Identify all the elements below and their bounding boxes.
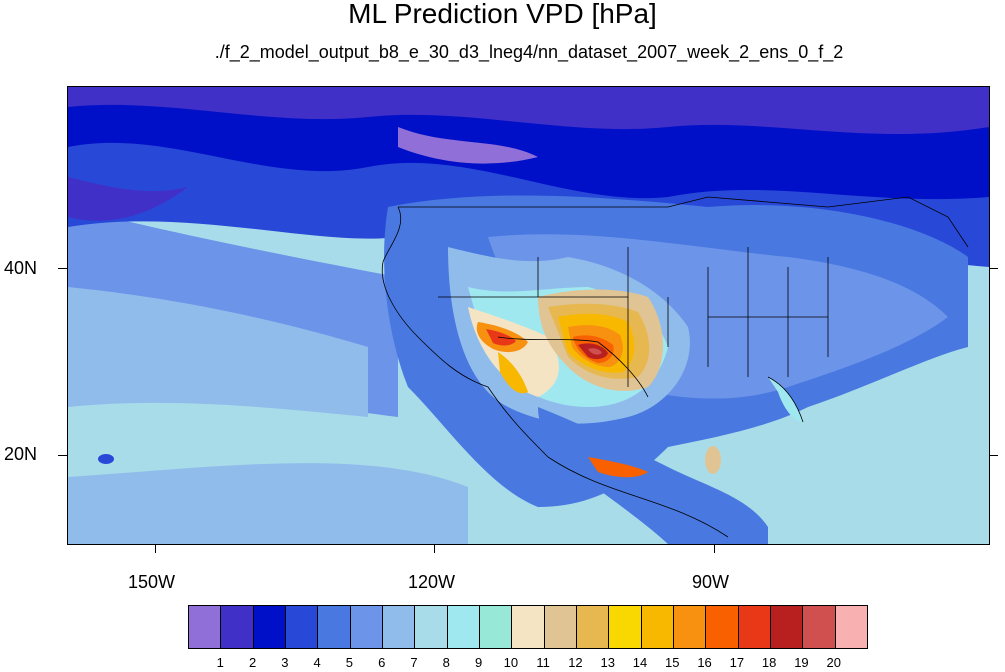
colorbar-label: 11 — [536, 655, 550, 670]
colorbar-label: 4 — [314, 655, 321, 670]
lon-tick-150w — [155, 544, 156, 553]
lat-label-40n: 40N — [4, 258, 37, 279]
colorbar-label: 1 — [217, 655, 224, 670]
colorbar-label: 12 — [568, 655, 582, 670]
colorbar-box — [674, 606, 706, 648]
colorbar-label: 6 — [378, 655, 385, 670]
lon-tick-90w — [714, 544, 715, 553]
colorbar-box — [318, 606, 350, 648]
colorbar-label: 14 — [633, 655, 647, 670]
colorbar-label: 16 — [697, 655, 711, 670]
vpd-contour-map — [68, 87, 989, 544]
colorbar-box — [545, 606, 577, 648]
map-subtitle: ./f_2_model_output_b8_e_30_d3_lneg4/nn_d… — [0, 42, 1005, 63]
map-panel — [67, 86, 990, 545]
colorbar-label: 17 — [730, 655, 744, 670]
colorbar-label: 20 — [826, 655, 840, 670]
colorbar — [188, 605, 868, 649]
colorbar-box — [448, 606, 480, 648]
lon-label-90w: 90W — [692, 572, 729, 593]
colorbar-box — [351, 606, 383, 648]
colorbar-box — [415, 606, 447, 648]
lon-tick-120w — [434, 544, 435, 553]
colorbar-label: 7 — [410, 655, 417, 670]
colorbar-label: 3 — [281, 655, 288, 670]
colorbar-label: 15 — [665, 655, 679, 670]
colorbar-box — [836, 606, 867, 648]
lat-tick-40n-left — [58, 268, 67, 269]
colorbar-label: 8 — [443, 655, 450, 670]
colorbar-box — [254, 606, 286, 648]
lat-tick-20n-right — [989, 455, 998, 456]
colorbar-label: 19 — [794, 655, 808, 670]
lat-label-20n: 20N — [4, 444, 37, 465]
colorbar-box — [286, 606, 318, 648]
colorbar-label: 9 — [475, 655, 482, 670]
colorbar-box — [609, 606, 641, 648]
colorbar-box — [221, 606, 253, 648]
colorbar-label: 10 — [504, 655, 518, 670]
colorbar-labels: 1 2 3 4 5 6 7 8 9 10 11 12 13 14 15 16 17 18 19 20 — [188, 655, 868, 671]
colorbar-box — [383, 606, 415, 648]
colorbar-label: 2 — [249, 655, 256, 670]
colorbar-box — [189, 606, 221, 648]
colorbar-box — [771, 606, 803, 648]
colorbar-label: 5 — [346, 655, 353, 670]
colorbar-label: 13 — [600, 655, 614, 670]
lon-label-120w: 120W — [408, 572, 455, 593]
map-title: ML Prediction VPD [hPa] — [0, 0, 1005, 30]
lat-tick-40n-right — [989, 268, 998, 269]
lon-label-150w: 150W — [128, 572, 175, 593]
colorbar-box — [706, 606, 738, 648]
colorbar-box — [480, 606, 512, 648]
colorbar-box — [642, 606, 674, 648]
colorbar-label: 18 — [762, 655, 776, 670]
colorbar-box — [803, 606, 835, 648]
colorbar-box — [512, 606, 544, 648]
colorbar-box — [739, 606, 771, 648]
colorbar-box — [577, 606, 609, 648]
lat-tick-20n-left — [58, 455, 67, 456]
